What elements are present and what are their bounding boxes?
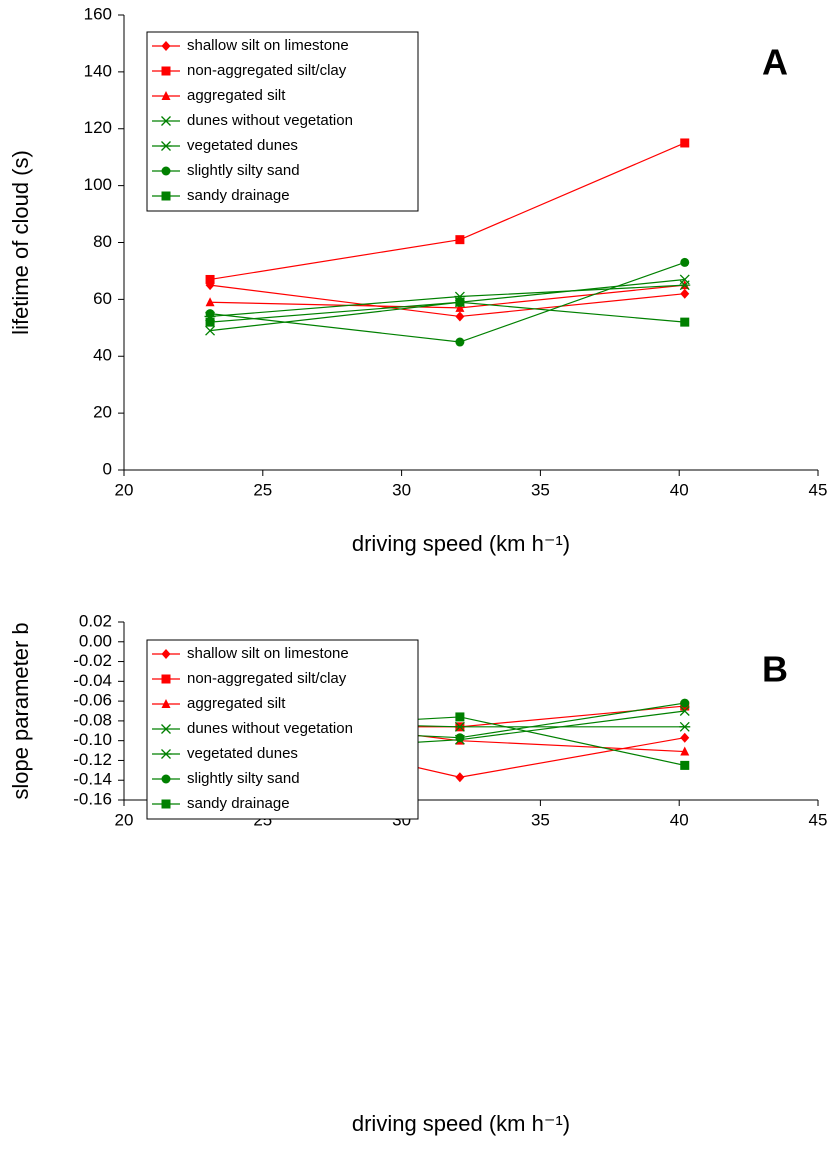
- marker: [680, 746, 690, 756]
- legend-label: non-aggregated silt/clay: [187, 62, 347, 79]
- marker: [680, 698, 690, 708]
- marker: [680, 317, 690, 327]
- x-tick-label: 45: [809, 810, 828, 829]
- legend-label: slightly silty sand: [187, 162, 300, 179]
- y-tick-label: 100: [84, 175, 112, 194]
- marker: [161, 41, 171, 51]
- marker: [161, 191, 171, 201]
- marker: [454, 721, 466, 732]
- y-tick-label: 0: [103, 459, 112, 478]
- y-tick-label: 20: [93, 403, 112, 422]
- marker: [455, 235, 465, 245]
- y-tick-label: -0.04: [73, 671, 112, 690]
- marker: [161, 116, 171, 126]
- x-tick-label: 40: [670, 480, 689, 499]
- x-axis-label: driving speed (km h⁻¹): [352, 531, 570, 556]
- y-tick-label: 40: [93, 346, 112, 365]
- marker: [205, 309, 215, 319]
- x-tick-label: 35: [531, 480, 550, 499]
- y-tick-label: 60: [93, 289, 112, 308]
- marker: [455, 712, 465, 722]
- y-tick-label: -0.10: [73, 730, 112, 749]
- marker: [161, 774, 171, 784]
- legend: shallow silt on limestone non-aggregated …: [146, 639, 419, 820]
- legend: shallow silt on limestone non-aggregated …: [146, 31, 419, 212]
- y-tick-label: 0.00: [79, 631, 112, 650]
- marker: [455, 297, 465, 307]
- x-tick-label: 20: [115, 480, 134, 499]
- legend-label: aggregated silt: [187, 695, 286, 712]
- marker: [680, 138, 690, 148]
- marker: [455, 302, 465, 312]
- marker: [455, 337, 465, 347]
- marker: [160, 749, 172, 759]
- y-tick-label: -0.02: [73, 651, 112, 670]
- series-line: [210, 301, 685, 323]
- legend-label: vegetated dunes: [187, 745, 298, 762]
- x-tick-label: 40: [670, 810, 689, 829]
- x-tick-label: 30: [392, 480, 411, 499]
- legend-box: [146, 639, 419, 820]
- series-line: [209, 261, 685, 343]
- marker: [205, 325, 216, 336]
- y-axis-label: slope parameter b: [8, 622, 33, 799]
- marker: [679, 721, 691, 732]
- y-tick-label: -0.08: [73, 710, 112, 729]
- y-tick-label: 160: [84, 4, 112, 23]
- y-axis-label: lifetime of cloud (s): [8, 150, 33, 335]
- marker: [161, 699, 171, 708]
- chart: -0.16-0.14-0.12-0.10-0.08-0.06-0.04-0.02…: [8, 611, 828, 1135]
- legend-label: aggregated silt: [187, 87, 286, 104]
- y-tick-label: 140: [84, 61, 112, 80]
- marker: [161, 649, 171, 659]
- marker: [680, 760, 690, 770]
- panel-label: A: [762, 42, 788, 83]
- legend-box: [146, 31, 419, 212]
- x-tick-label: 20: [115, 810, 134, 829]
- marker: [161, 799, 171, 809]
- x-tick-label: 45: [809, 480, 828, 499]
- marker: [455, 772, 465, 783]
- marker: [161, 166, 171, 176]
- marker: [161, 674, 171, 684]
- marker: [205, 274, 215, 284]
- marker: [205, 297, 215, 307]
- marker: [680, 732, 690, 743]
- marker: [455, 733, 465, 743]
- x-axis-label: driving speed (km h⁻¹): [352, 1111, 570, 1136]
- y-tick-label: -0.06: [73, 691, 112, 710]
- panel-label: B: [762, 649, 788, 690]
- marker: [679, 706, 690, 716]
- marker: [160, 141, 172, 151]
- legend-label: non-aggregated silt/clay: [187, 670, 347, 687]
- x-tick-label: 35: [531, 810, 550, 829]
- marker: [680, 257, 690, 267]
- y-tick-label: -0.14: [73, 770, 112, 789]
- legend-label: sandy drainage: [187, 187, 290, 204]
- marker: [680, 288, 690, 299]
- legend-label: shallow silt on limestone: [187, 37, 349, 54]
- y-tick-label: -0.12: [73, 750, 112, 769]
- marker: [679, 280, 691, 291]
- marker: [455, 311, 465, 322]
- x-tick-label: 25: [253, 480, 272, 499]
- marker: [161, 91, 171, 100]
- legend-label: dunes without vegetation: [187, 112, 353, 129]
- marker: [205, 317, 215, 327]
- legend-label: sandy drainage: [187, 795, 290, 812]
- y-tick-label: 80: [93, 232, 112, 251]
- legend-label: shallow silt on limestone: [187, 645, 349, 662]
- legend-label: dunes without vegetation: [187, 720, 353, 737]
- legend-label: slightly silty sand: [187, 770, 300, 787]
- series-line: [209, 284, 685, 318]
- marker: [161, 66, 171, 76]
- y-tick-label: 120: [84, 118, 112, 137]
- y-tick-label: -0.16: [73, 789, 112, 808]
- legend-label: vegetated dunes: [187, 137, 298, 154]
- y-tick-label: 0.02: [79, 611, 112, 630]
- marker: [161, 724, 171, 734]
